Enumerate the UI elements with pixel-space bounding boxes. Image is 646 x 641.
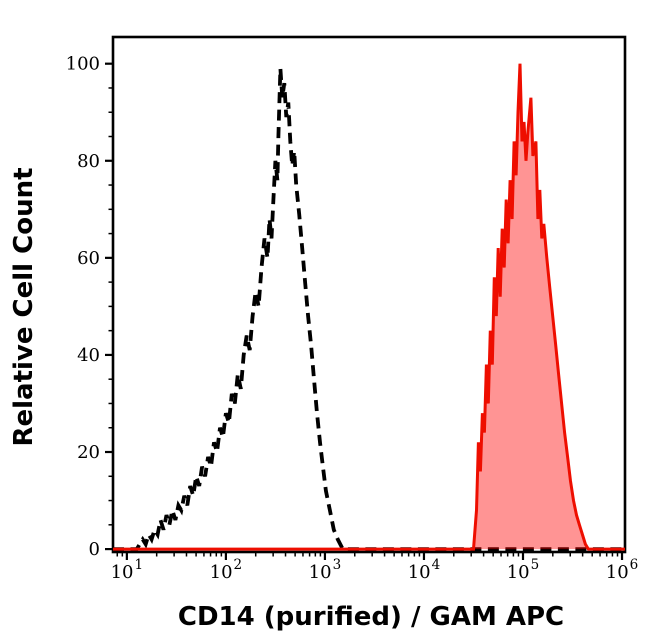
x-tick-label: 101 — [111, 557, 143, 583]
control-histogram-path — [113, 68, 625, 551]
x-tick-label: 104 — [408, 557, 441, 583]
axis-tick-labels: 101 102 103 104 105 106 0 20 40 60 80 100 — [66, 54, 639, 583]
histogram-series — [113, 63, 625, 551]
x-axis-title: CD14 (purified) / GAM APC — [178, 602, 564, 632]
y-tick-label: 80 — [77, 151, 100, 172]
x-tick-label: 105 — [507, 557, 540, 583]
y-tick-label: 100 — [66, 54, 100, 75]
stained-histogram-outline — [113, 63, 625, 551]
plot-frame — [111, 35, 627, 554]
x-tick-label: 106 — [606, 557, 639, 583]
y-tick-label: 20 — [77, 442, 100, 463]
x-tick-label: 102 — [210, 557, 243, 583]
y-tick-label: 60 — [77, 248, 100, 269]
stained-histogram-fill — [113, 63, 625, 550]
y-tick-label: 0 — [89, 539, 100, 560]
axis-ticks — [105, 62, 624, 560]
y-axis-title: Relative Cell Count — [9, 167, 39, 446]
x-tick-label: 103 — [309, 557, 342, 583]
y-tick-label: 40 — [77, 345, 100, 366]
